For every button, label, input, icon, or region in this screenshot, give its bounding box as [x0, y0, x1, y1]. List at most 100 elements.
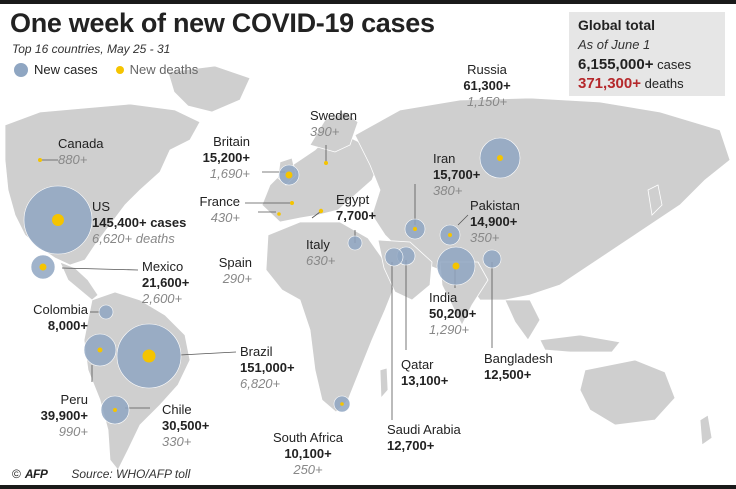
country-cases: 50,200+ — [429, 306, 477, 321]
global-cases: 6,155,000+ cases — [578, 56, 691, 73]
leader-brazil — [179, 351, 237, 356]
footer: © AFP Source: WHO/AFP toll — [12, 467, 190, 481]
country-cases: 14,900+ — [470, 214, 518, 229]
dot-deaths-spain — [277, 212, 281, 216]
country-name: Britain — [213, 134, 250, 149]
southeast-asia-landmass — [504, 299, 541, 341]
label-saudi-arabia: Saudi Arabia 12,700+ — [387, 422, 461, 454]
dot-deaths-us — [52, 214, 64, 226]
top-rule — [0, 0, 736, 4]
label-peru: Peru 39,900+ 990+ — [20, 392, 88, 440]
label-south-africa: South Africa 10,100+ 250+ — [262, 430, 354, 478]
afp-logo: AFP — [24, 467, 48, 481]
country-cases: 12,700+ — [387, 438, 435, 453]
bubble-cases-bangladesh — [482, 249, 502, 269]
central-america-landmass — [59, 261, 99, 301]
global-total-date: As of June 1 — [578, 37, 651, 52]
label-mexico: Mexico 21,600+ 2,600+ — [142, 259, 189, 307]
dot-deaths-britain — [285, 171, 293, 179]
legend-deaths-swatch — [115, 65, 124, 74]
legend-cases-swatch — [14, 62, 28, 77]
country-name: Saudi Arabia — [387, 422, 461, 437]
label-brazil: Brazil 151,000+ 6,820+ — [240, 344, 295, 392]
leader-pakistan — [457, 214, 469, 226]
country-name: India — [429, 290, 458, 305]
new-zealand-landmass — [699, 414, 713, 446]
country-cases: 13,100+ — [401, 373, 449, 388]
label-iran: Iran 15,700+ 380+ — [433, 151, 480, 199]
japan-landmass — [647, 184, 663, 216]
dot-deaths-france — [290, 201, 294, 205]
global-deaths-unit: deaths — [644, 76, 684, 91]
label-colombia: Colombia 8,000+ — [12, 302, 88, 334]
dot-deaths-peru — [97, 347, 103, 353]
country-deaths: 880+ — [58, 152, 88, 167]
country-deaths: 330+ — [162, 434, 192, 449]
dot-deaths-iran — [413, 227, 417, 231]
country-name: Peru — [60, 392, 88, 407]
greenland-landmass — [167, 65, 251, 113]
dot-deaths-russia — [497, 155, 503, 161]
copyright-symbol: © — [12, 467, 21, 481]
country-name: South Africa — [272, 430, 344, 445]
country-name: Sweden — [310, 108, 357, 123]
country-deaths: 250+ — [293, 462, 323, 477]
country-deaths: 990+ — [58, 424, 88, 439]
country-name: Pakistan — [470, 198, 520, 213]
label-pakistan: Pakistan 14,900+ 350+ — [470, 198, 520, 246]
country-deaths: 380+ — [433, 183, 463, 198]
label-qatar: Qatar 13,100+ — [401, 357, 448, 389]
label-egypt: Egypt 7,700+ — [336, 192, 376, 224]
leader-mexico — [61, 267, 139, 271]
page-subtitle: Top 16 countries, May 25 - 31 — [12, 42, 171, 56]
country-deaths: 430+ — [210, 210, 240, 225]
dot-deaths-canada — [38, 158, 42, 162]
country-name: Iran — [433, 151, 456, 166]
source-note: Source: WHO/AFP toll — [71, 467, 191, 481]
country-name: Brazil — [240, 344, 273, 359]
country-deaths: 2,600+ — [142, 291, 183, 306]
scandinavia-landmass — [309, 111, 359, 153]
country-cases: 21,600+ — [142, 275, 190, 290]
country-name: Canada — [58, 136, 104, 151]
label-us: US 145,400+ cases 6,620+ deaths — [92, 199, 186, 247]
bubble-cases-colombia — [98, 304, 114, 320]
global-cases-value: 6,155,000+ — [578, 56, 654, 73]
label-chile: Chile 30,500+ 330+ — [162, 402, 209, 450]
legend-deaths-label: New deaths — [129, 62, 199, 77]
label-bangladesh: Bangladesh 12,500+ — [484, 351, 553, 383]
label-india: India 50,200+ 1,290+ — [429, 290, 476, 338]
legend: New cases New deaths — [14, 62, 198, 77]
africa-landmass — [265, 221, 396, 413]
country-name: Mexico — [142, 259, 184, 274]
label-italy: Italy 630+ — [306, 237, 335, 269]
label-france: France 430+ — [180, 194, 240, 226]
country-cases: 8,000+ — [47, 318, 88, 333]
country-cases: 151,000+ — [240, 360, 295, 375]
country-name: Bangladesh — [484, 351, 553, 366]
label-russia: Russia 61,300+ 1,150+ — [450, 62, 524, 110]
country-cases: 12,500+ — [484, 367, 532, 382]
country-cases: 61,300+ — [463, 78, 511, 93]
dot-deaths-southafrica — [340, 402, 344, 406]
country-name: Chile — [162, 402, 192, 417]
dot-deaths-italy — [318, 208, 324, 214]
label-canada: Canada 880+ — [58, 136, 104, 168]
country-name: Spain — [218, 255, 252, 270]
country-name: US — [92, 199, 111, 214]
label-spain: Spain 290+ — [196, 255, 252, 287]
indonesia-landmass — [539, 334, 621, 353]
country-cases: 39,900+ — [40, 408, 88, 423]
country-deaths: 6,620+ deaths — [92, 231, 175, 246]
global-total-title: Global total — [578, 17, 655, 33]
country-deaths: 630+ — [306, 253, 336, 268]
global-deaths-value: 371,300+ — [578, 75, 641, 92]
country-name: Egypt — [336, 192, 370, 207]
label-sweden: Sweden 390+ — [310, 108, 357, 140]
country-name: Russia — [467, 62, 507, 77]
country-cases: 15,200+ — [202, 150, 250, 165]
country-name: Italy — [306, 237, 330, 252]
country-deaths: 390+ — [310, 124, 340, 139]
country-name: Qatar — [401, 357, 434, 372]
